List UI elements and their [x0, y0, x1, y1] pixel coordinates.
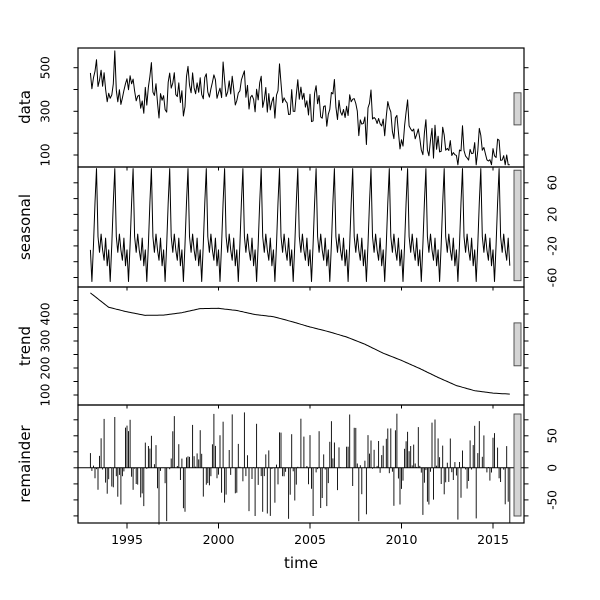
y-tick-label: 500 [39, 56, 53, 79]
y-tick-label: 300 [39, 330, 53, 353]
y-tick-label: -20 [546, 236, 560, 256]
x-tick-label: 2005 [294, 532, 326, 547]
x-tick-label: 1995 [111, 532, 143, 547]
x-tick-label: 2010 [386, 532, 418, 547]
x-axis-title: time [284, 554, 318, 572]
y-tick-label: 400 [39, 303, 53, 326]
panel-label-seasonal: seasonal [16, 193, 34, 261]
x-tick-label: 2000 [203, 532, 235, 547]
y-tick-label: 20 [546, 207, 560, 222]
x-tick-label: 2015 [477, 532, 509, 547]
panel-border-remainder [77, 404, 525, 524]
series-seasonal-line [89, 168, 511, 282]
scale-range-bar [513, 92, 522, 126]
panel-label-remainder: remainder [16, 425, 34, 503]
series-trend-line [90, 292, 510, 395]
y-tick-label: -50 [546, 490, 560, 510]
y-tick-label: 60 [546, 175, 560, 190]
y-tick-label: 100 [39, 144, 53, 167]
scale-range-bar [513, 322, 522, 367]
scale-range-bar [513, 169, 522, 282]
y-tick-label: 100 [39, 384, 53, 407]
panel-border-data [77, 47, 525, 168]
series-data-line [89, 50, 510, 166]
panel-label-trend: trend [16, 326, 34, 366]
y-tick-label: 200 [39, 357, 53, 380]
y-tick-label: -60 [546, 268, 560, 288]
y-tick-label: 50 [546, 428, 560, 443]
panel-border-trend [77, 286, 525, 406]
y-tick-label: 0 [546, 464, 560, 472]
panel-label-data: data [16, 90, 34, 124]
scale-range-bar [513, 413, 522, 517]
y-tick-label: 300 [39, 100, 53, 123]
